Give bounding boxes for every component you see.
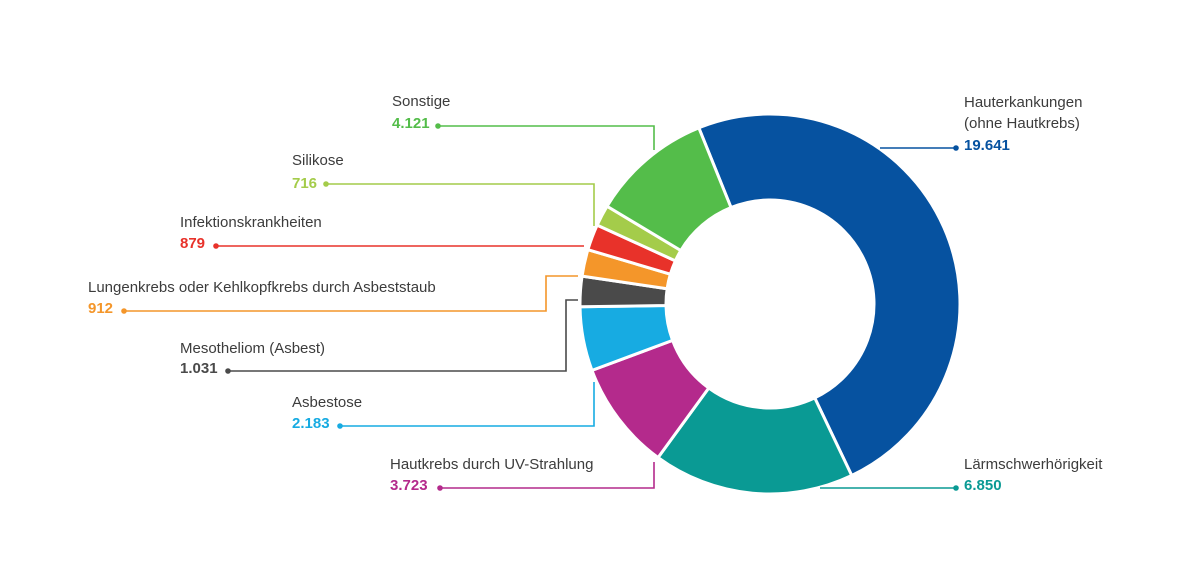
- leader-dot-4: [225, 368, 231, 374]
- leader-line-7: [326, 183, 595, 226]
- slice-value-5: 912: [88, 300, 113, 317]
- slice-value-1: 6.850: [964, 477, 1002, 494]
- leader-line-8: [438, 125, 655, 150]
- leader-dot-1: [953, 485, 959, 491]
- leader-lines: [121, 123, 959, 491]
- slice-value-0: 19.641: [964, 137, 1010, 154]
- slice-label-6-line-0: Infektionskrankheiten: [180, 214, 322, 231]
- slice-value-4: 1.031: [180, 360, 218, 377]
- leader-dot-6: [213, 243, 219, 249]
- leader-line-5: [124, 275, 578, 312]
- slice-label-4-line-0: Mesotheliom (Asbest): [180, 340, 325, 357]
- slice-label-3-line-0: Asbestose: [292, 394, 362, 411]
- leader-line-3: [340, 382, 595, 427]
- slice-label-5-line-0: Lungenkrebs oder Kehlkopfkrebs durch Asb…: [88, 279, 436, 296]
- slice-label-8-line-0: Sonstige: [392, 93, 450, 110]
- slice-value-7: 716: [292, 175, 317, 192]
- leader-line-2: [440, 462, 655, 489]
- slice-labels: Hauterkankungen (ohne Hautkrebs) 19.641 Lär…: [88, 93, 1103, 494]
- slice-label-7-line-0: Silikose: [292, 152, 344, 169]
- slice-value-3: 2.183: [292, 415, 330, 432]
- slice-value-2: 3.723: [390, 477, 428, 494]
- slice-label-2-line-0: Hautkrebs durch UV-Strahlung: [390, 456, 593, 473]
- leader-line-4: [228, 299, 578, 372]
- slice-8: [605, 126, 733, 252]
- slice-label-0-line-1: (ohne Hautkrebs): [964, 115, 1080, 132]
- slice-label-1-line-0: Lärmschwerhörigkeit: [964, 456, 1103, 473]
- slice-0: [697, 112, 962, 478]
- leader-dot-3: [337, 423, 343, 429]
- leader-dot-2: [437, 485, 443, 491]
- leader-dot-8: [435, 123, 441, 129]
- donut-slices: [578, 112, 962, 496]
- slice-value-8: 4.121: [392, 115, 430, 132]
- leader-dot-5: [121, 308, 127, 314]
- leader-dot-0: [953, 145, 959, 151]
- slice-value-6: 879: [180, 235, 205, 252]
- leader-dot-7: [323, 181, 329, 187]
- slice-label-0-line-0: Hauterkankungen: [964, 94, 1082, 111]
